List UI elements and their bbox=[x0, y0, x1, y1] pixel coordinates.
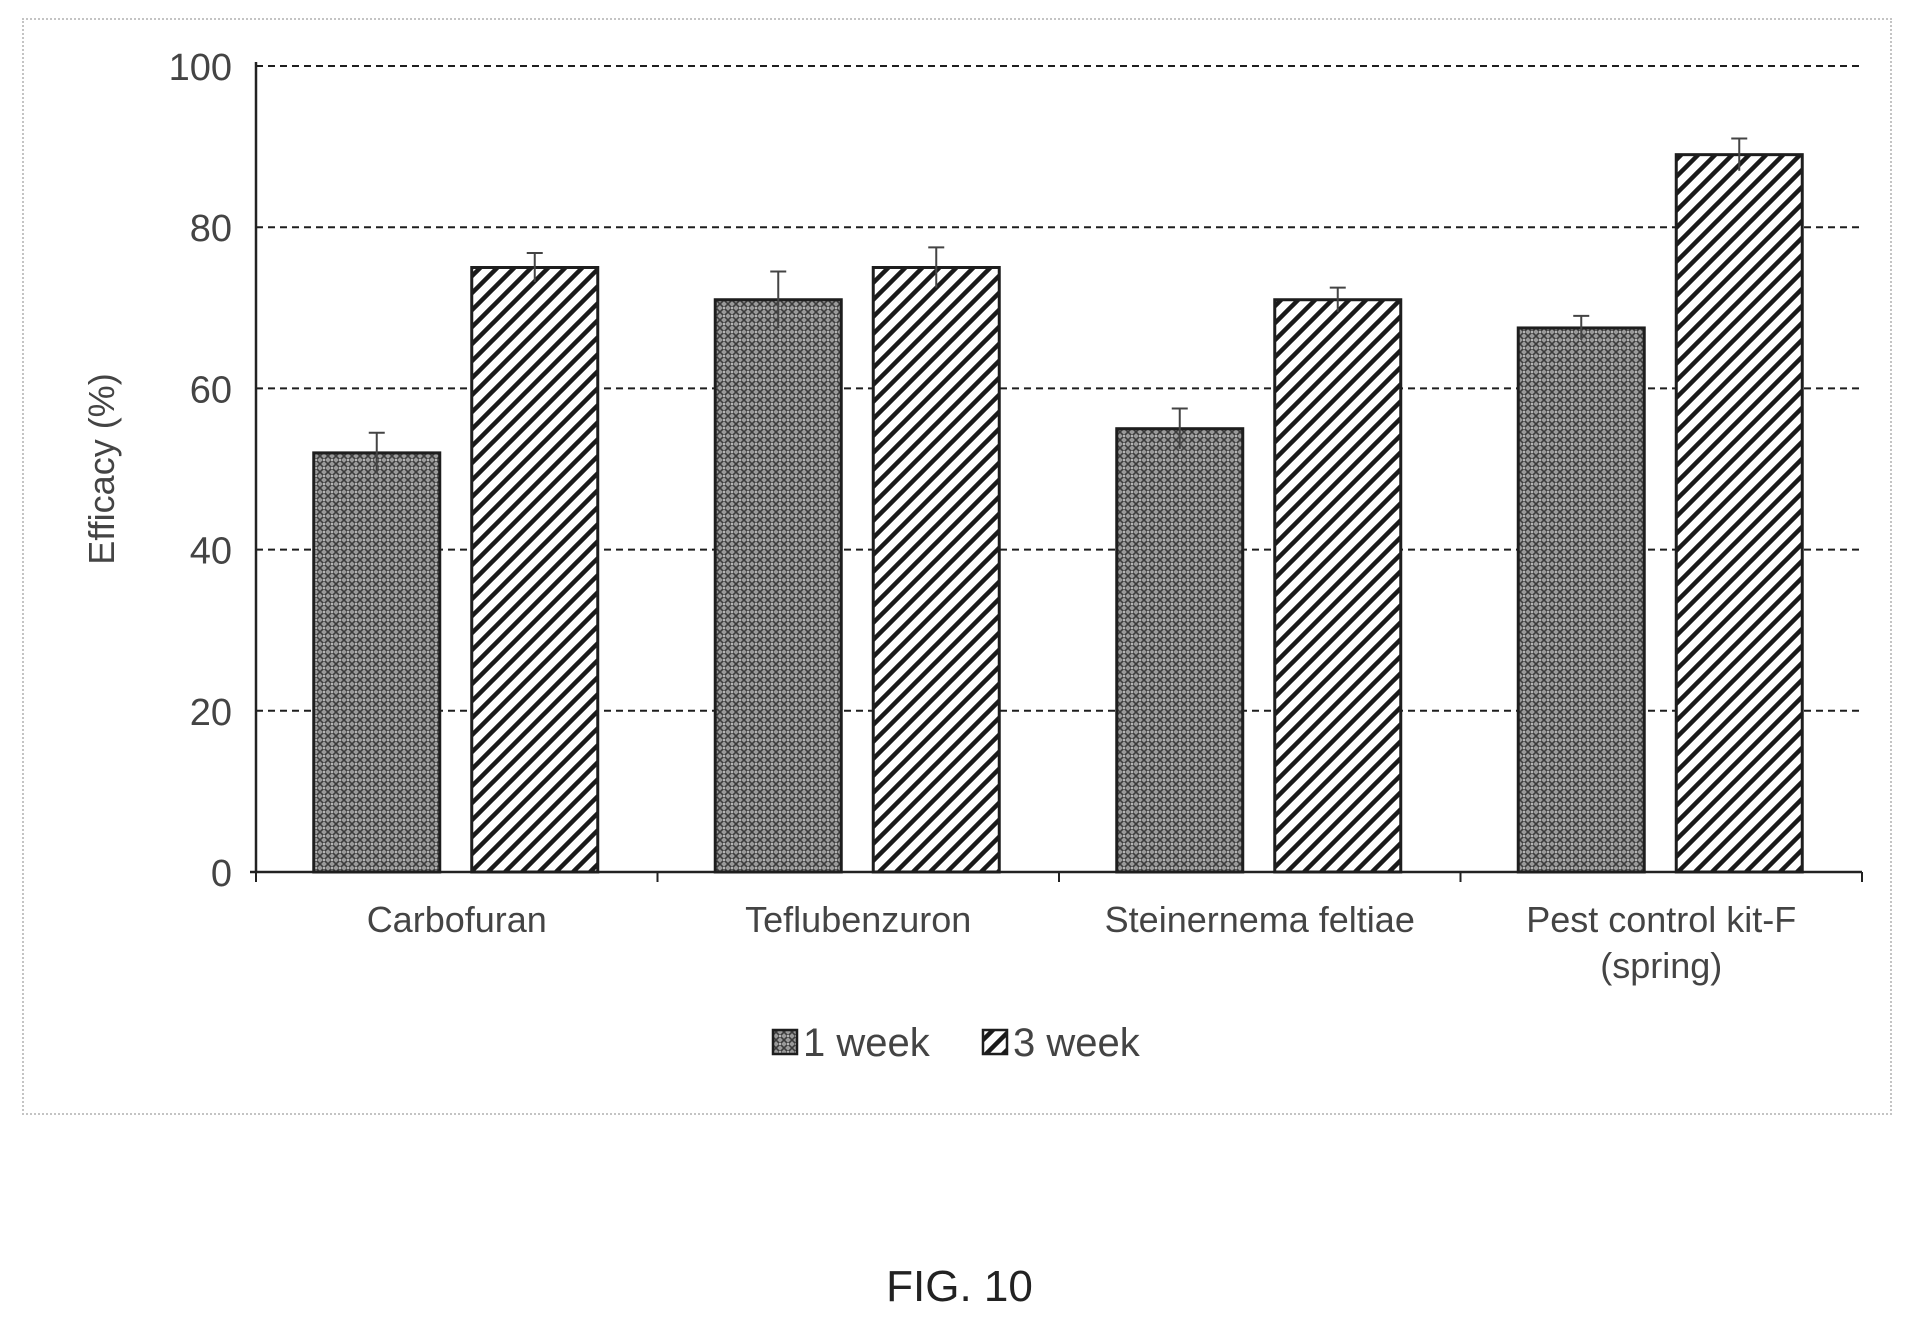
y-axis-label: Efficacy (%) bbox=[81, 373, 122, 564]
y-tick-label: 0 bbox=[211, 853, 232, 895]
bar bbox=[713, 298, 843, 874]
bar bbox=[1115, 427, 1245, 874]
x-tick-label: (spring) bbox=[1600, 945, 1722, 986]
figure-caption: FIG. 10 bbox=[886, 1262, 1033, 1311]
y-tick-label: 100 bbox=[169, 47, 232, 89]
x-tick-label: Carbofuran bbox=[367, 899, 547, 940]
bar bbox=[1273, 298, 1403, 874]
y-tick-label: 40 bbox=[190, 531, 232, 573]
legend-swatch bbox=[981, 1028, 1009, 1056]
legend-label: 3 week bbox=[1013, 1021, 1141, 1065]
legend: 1 week 3 week bbox=[771, 1021, 1141, 1065]
bar bbox=[1516, 326, 1646, 874]
bar bbox=[312, 451, 442, 874]
labels: 0 20 40 60 80 100 Efficacy (%) Carbofuran Teflub… bbox=[81, 47, 1796, 986]
y-tick-label: 60 bbox=[190, 369, 232, 411]
x-tick-label: Steinernema feltiae bbox=[1105, 899, 1415, 940]
bars bbox=[312, 137, 1804, 874]
y-tick-label: 80 bbox=[190, 208, 232, 250]
bar bbox=[871, 266, 1001, 874]
bar bbox=[1674, 153, 1804, 874]
figure-frame bbox=[22, 18, 1892, 1115]
y-tick-label: 20 bbox=[190, 692, 232, 734]
legend-swatch bbox=[771, 1028, 799, 1056]
bar bbox=[470, 266, 600, 874]
legend-label: 1 week bbox=[803, 1021, 931, 1065]
x-tick-label: Teflubenzuron bbox=[745, 899, 971, 940]
x-tick-label: Pest control kit-F bbox=[1526, 899, 1796, 940]
